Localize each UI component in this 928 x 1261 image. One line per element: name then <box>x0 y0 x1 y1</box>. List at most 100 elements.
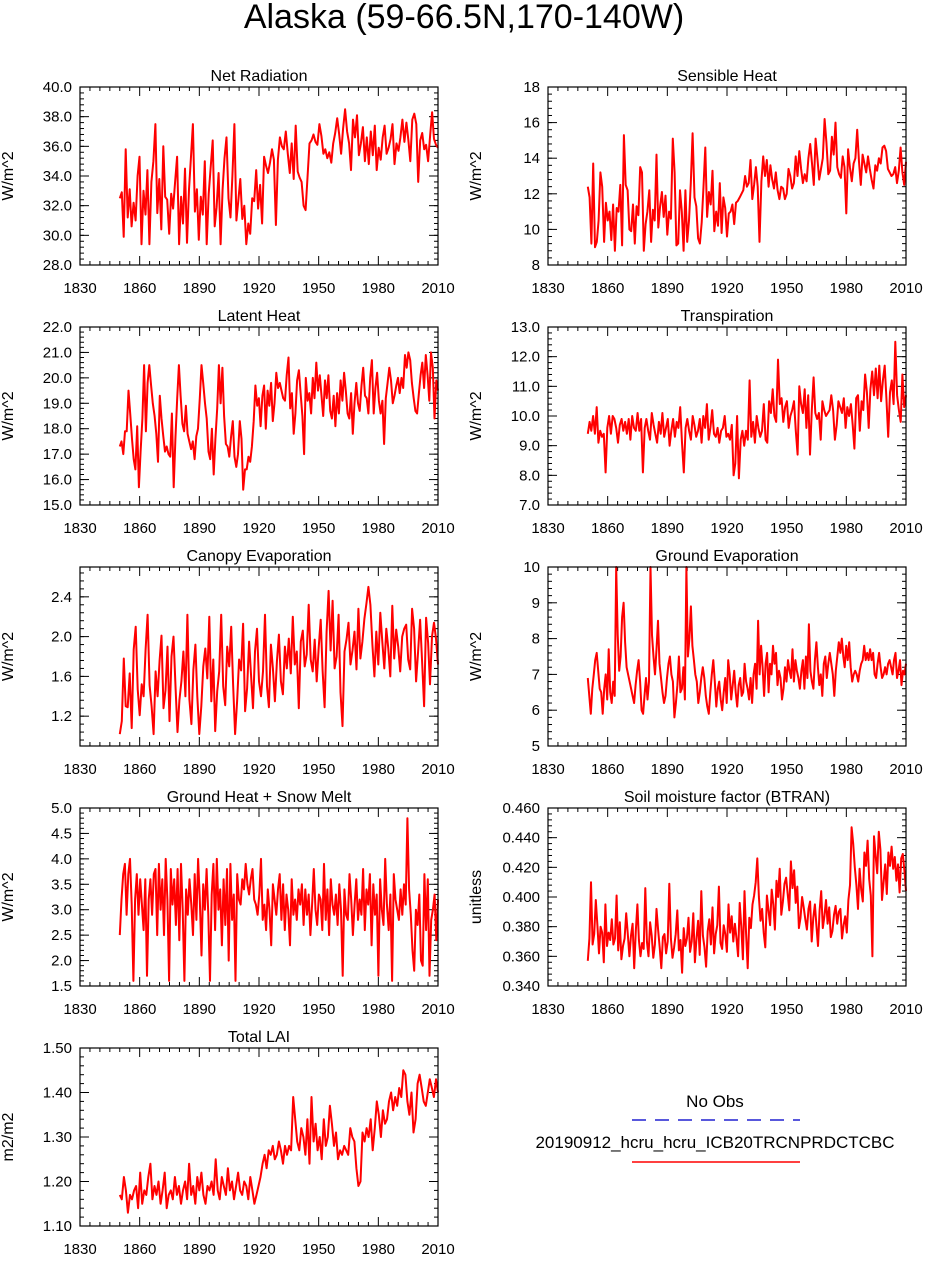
series-line <box>118 585 439 736</box>
x-tick-label: 1920 <box>242 520 275 537</box>
x-tick-label: 1950 <box>302 520 335 537</box>
x-tick-label: 1920 <box>710 280 743 297</box>
y-axis-label: W/m^2 <box>0 151 17 200</box>
plot-frame <box>547 566 907 747</box>
y-tick-label: 7.0 <box>519 497 540 514</box>
x-tick-label: 1920 <box>242 1001 275 1018</box>
y-tick-label: 19.0 <box>43 395 72 412</box>
panel-7: Ground Heat + Snow Melt W/m^2 1830 1860 1890… <box>0 789 455 1018</box>
y-axis-label: W/m^2 <box>468 391 485 440</box>
x-tick-label: 2010 <box>889 761 922 778</box>
x-tick-label: 1830 <box>63 761 96 778</box>
y-tick-label: 1.20 <box>43 1174 72 1191</box>
y-tick-label: 11.0 <box>512 378 540 395</box>
y-tick-label: 2.0 <box>51 629 72 646</box>
panel-title: Canopy Evaporation <box>187 548 332 565</box>
x-tick-label: 1860 <box>591 520 624 537</box>
y-axis-label: W/m^2 <box>0 391 17 440</box>
panel-4: Transpiration W/m^2 1830 1860 1890 1920 1950 19… <box>468 308 923 537</box>
y-tick-label: 1.5 <box>51 978 72 995</box>
x-tick-label: 2010 <box>889 1001 922 1018</box>
x-tick-label: 2010 <box>889 520 922 537</box>
y-axis-label: W/m^2 <box>0 872 17 921</box>
panel-2: Sensible Heat W/m^2 1830 1860 1890 1920 1950 19… <box>468 68 923 297</box>
y-tick-label: 32.0 <box>43 198 72 215</box>
x-tick-label: 1950 <box>770 520 803 537</box>
y-tick-label: 2.4 <box>51 589 72 606</box>
panel-8: Soil moisture factor (BTRAN) unitless 1830… <box>468 789 923 1018</box>
y-tick-label: 8.0 <box>519 467 540 484</box>
series-line <box>586 340 907 480</box>
plot-frame <box>79 807 439 987</box>
x-tick-label: 1890 <box>183 520 216 537</box>
plot-frame <box>79 86 439 266</box>
y-tick-label: 10 <box>523 221 540 238</box>
y-tick-label: 7 <box>532 666 540 683</box>
x-tick-label: 1860 <box>591 761 624 778</box>
y-tick-label: 1.10 <box>43 1218 72 1235</box>
y-tick-label: 0.360 <box>502 948 540 965</box>
y-tick-label: 4.5 <box>51 825 72 842</box>
x-tick-label: 2010 <box>421 280 454 297</box>
y-axis-label: unitless <box>468 870 485 924</box>
x-tick-label: 1890 <box>651 1001 684 1018</box>
x-tick-label: 1860 <box>123 761 156 778</box>
plot-frame <box>79 566 439 747</box>
legend-label-no-obs: No Obs <box>686 1092 744 1111</box>
panel-title: Ground Heat + Snow Melt <box>167 789 352 806</box>
y-tick-label: 10 <box>523 559 540 576</box>
panel-1: Net Radiation W/m^2 1830 1860 1890 1920 1950 19… <box>0 68 455 297</box>
x-tick-label: 1980 <box>830 520 863 537</box>
panel-title: Net Radiation <box>211 68 308 85</box>
y-tick-label: 18.0 <box>43 421 72 438</box>
y-tick-label: 1.50 <box>43 1040 72 1057</box>
y-tick-label: 3.5 <box>51 876 72 893</box>
plots: Net Radiation W/m^2 1830 1860 1890 1920 1950 19… <box>0 68 923 1258</box>
y-tick-label: 1.6 <box>51 668 72 685</box>
y-tick-label: 18 <box>523 79 540 96</box>
y-axis-label: W/m^2 <box>468 632 485 681</box>
y-tick-label: 0.440 <box>502 830 540 847</box>
x-tick-label: 1920 <box>242 1241 275 1258</box>
x-tick-label: 1890 <box>651 280 684 297</box>
y-tick-label: 8 <box>532 257 540 274</box>
plot-frame <box>79 1047 439 1227</box>
x-tick-label: 1980 <box>362 280 395 297</box>
panel-title: Total LAI <box>228 1029 290 1046</box>
x-tick-label: 2010 <box>889 280 922 297</box>
x-tick-label: 1830 <box>531 1001 564 1018</box>
x-tick-label: 1830 <box>63 1001 96 1018</box>
y-tick-label: 21.0 <box>43 344 72 361</box>
panel-9: Total LAI m2/m2 1830 1860 1890 1920 1950 1980 20… <box>0 1029 455 1258</box>
x-tick-label: 2010 <box>421 1241 454 1258</box>
x-tick-label: 1830 <box>63 1241 96 1258</box>
plot-frame <box>547 807 907 987</box>
x-tick-label: 1950 <box>302 1241 335 1258</box>
x-tick-label: 1980 <box>362 1001 395 1018</box>
x-tick-label: 1860 <box>591 280 624 297</box>
y-tick-label: 13.0 <box>511 319 540 336</box>
series-line <box>586 826 907 974</box>
series-line <box>118 351 439 491</box>
x-tick-label: 1920 <box>710 761 743 778</box>
y-tick-label: 16.0 <box>43 472 72 489</box>
y-tick-label: 16 <box>523 115 540 132</box>
x-tick-label: 1890 <box>651 520 684 537</box>
x-tick-label: 1950 <box>302 761 335 778</box>
x-tick-label: 1920 <box>242 761 275 778</box>
x-tick-label: 1860 <box>123 1241 156 1258</box>
x-tick-label: 1980 <box>830 280 863 297</box>
y-tick-label: 1.2 <box>51 708 72 725</box>
x-tick-label: 1980 <box>830 761 863 778</box>
x-tick-label: 1890 <box>183 280 216 297</box>
x-tick-label: 1860 <box>123 1001 156 1018</box>
plot-frame <box>547 86 907 266</box>
x-tick-label: 1830 <box>531 761 564 778</box>
x-tick-label: 1950 <box>770 761 803 778</box>
y-tick-label: 6 <box>532 702 540 719</box>
y-tick-label: 20.0 <box>43 370 72 387</box>
panel-3: Latent Heat W/m^2 1830 1860 1890 1920 1950 1980… <box>0 308 455 537</box>
panel-5: Canopy Evaporation W/m^2 1830 1860 1890 1920 1… <box>0 548 455 778</box>
y-tick-label: 10.0 <box>511 408 540 425</box>
